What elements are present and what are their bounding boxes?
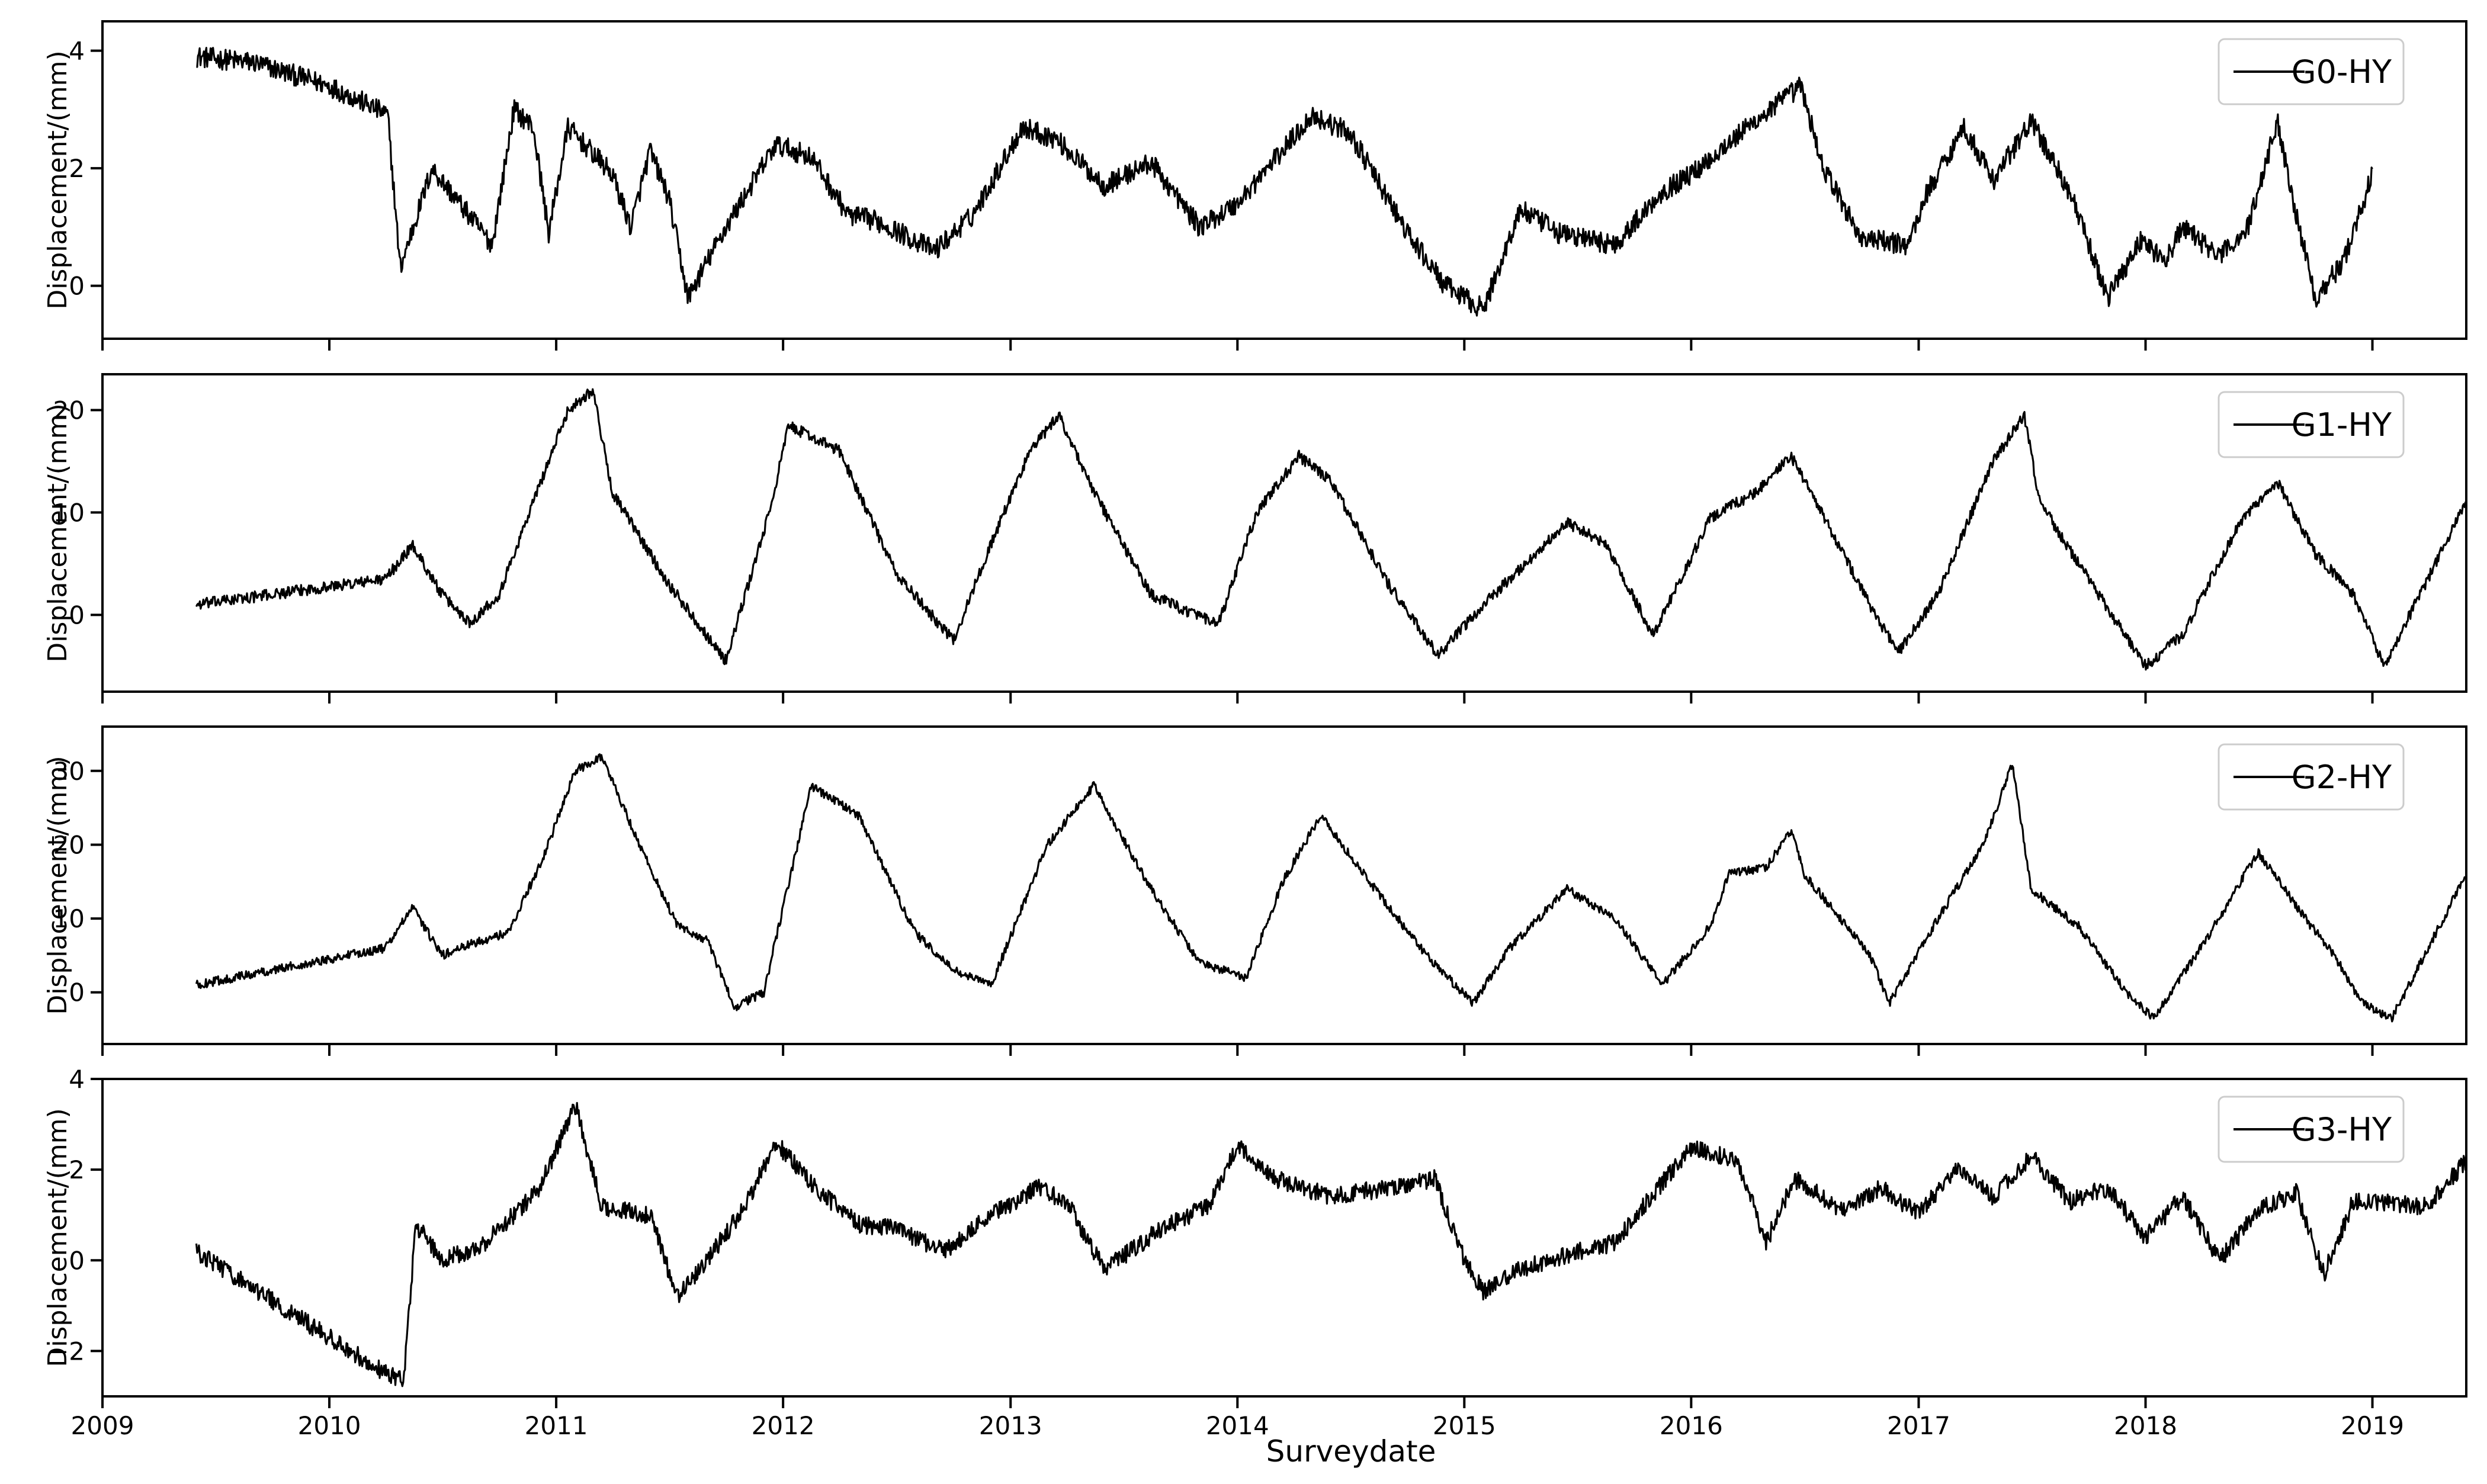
x-tick-label: 2016 xyxy=(1660,1411,1723,1440)
y-tick-label: 2 xyxy=(69,154,85,183)
y-tick-label: −2 xyxy=(48,1337,85,1366)
x-tick-label: 2014 xyxy=(1206,1411,1269,1440)
y-tick-label: 2 xyxy=(69,1155,85,1184)
series-line-G2-HY xyxy=(195,753,2467,1023)
y-tick-label: 20 xyxy=(53,396,85,425)
panel-3: −2 0 2 4 2009 2010 2011 2012 2013 2014 2015 2016 201… xyxy=(43,1065,2467,1440)
legend-label: G1-HY xyxy=(2292,406,2392,444)
panel-frame-2 xyxy=(101,725,2467,1045)
legend-box xyxy=(2218,38,2405,105)
y-axis-label: Displacement/(mm) xyxy=(43,403,73,662)
legend-label: G3-HY xyxy=(2292,1111,2392,1148)
y-tick-label: 4 xyxy=(69,1065,85,1094)
x-tick-label: 2012 xyxy=(752,1411,815,1440)
legend-box xyxy=(2218,1096,2405,1163)
y-axis-label: Displacement/(mm) xyxy=(43,756,73,1014)
x-axis-label: Surveydate xyxy=(1266,1434,1436,1469)
y-tick-label: 30 xyxy=(53,757,85,786)
panel-frame-3 xyxy=(101,1078,2467,1398)
series-line-G1-HY xyxy=(195,388,2467,671)
legend-label: G0-HY xyxy=(2292,53,2392,91)
y-tick-label: 0 xyxy=(69,978,85,1007)
series-line-G0-HY xyxy=(196,47,2373,317)
x-tick-label: 2017 xyxy=(1887,1411,1950,1440)
panel-frame-1 xyxy=(101,373,2467,693)
panel-frame-0 xyxy=(101,20,2467,340)
legend-box xyxy=(2218,391,2405,458)
y-tick-label: 4 xyxy=(69,37,85,66)
x-tick-label: 2010 xyxy=(298,1411,361,1440)
legend-label: G2-HY xyxy=(2292,759,2392,796)
x-tick-label: 2018 xyxy=(2114,1411,2177,1440)
x-tick-label: 2013 xyxy=(979,1411,1042,1440)
y-tick-label: 0 xyxy=(69,1246,85,1275)
y-tick-label: 10 xyxy=(53,498,85,527)
x-tick-label: 2019 xyxy=(2341,1411,2404,1440)
series-line-G3-HY xyxy=(195,1101,2467,1387)
y-axis-label: Displacement/(mm) xyxy=(43,50,73,309)
x-tick-label: 2011 xyxy=(525,1411,588,1440)
x-tick-label: 2015 xyxy=(1433,1411,1496,1440)
y-tick-label: 0 xyxy=(69,272,85,301)
legend-box xyxy=(2218,743,2405,811)
y-axis-label: Displacement/(mm) xyxy=(43,1108,73,1367)
y-tick-label: 0 xyxy=(69,600,85,629)
y-tick-label: 20 xyxy=(53,830,85,859)
y-tick-label: 10 xyxy=(53,904,85,933)
x-tick-label: 2009 xyxy=(71,1411,134,1440)
